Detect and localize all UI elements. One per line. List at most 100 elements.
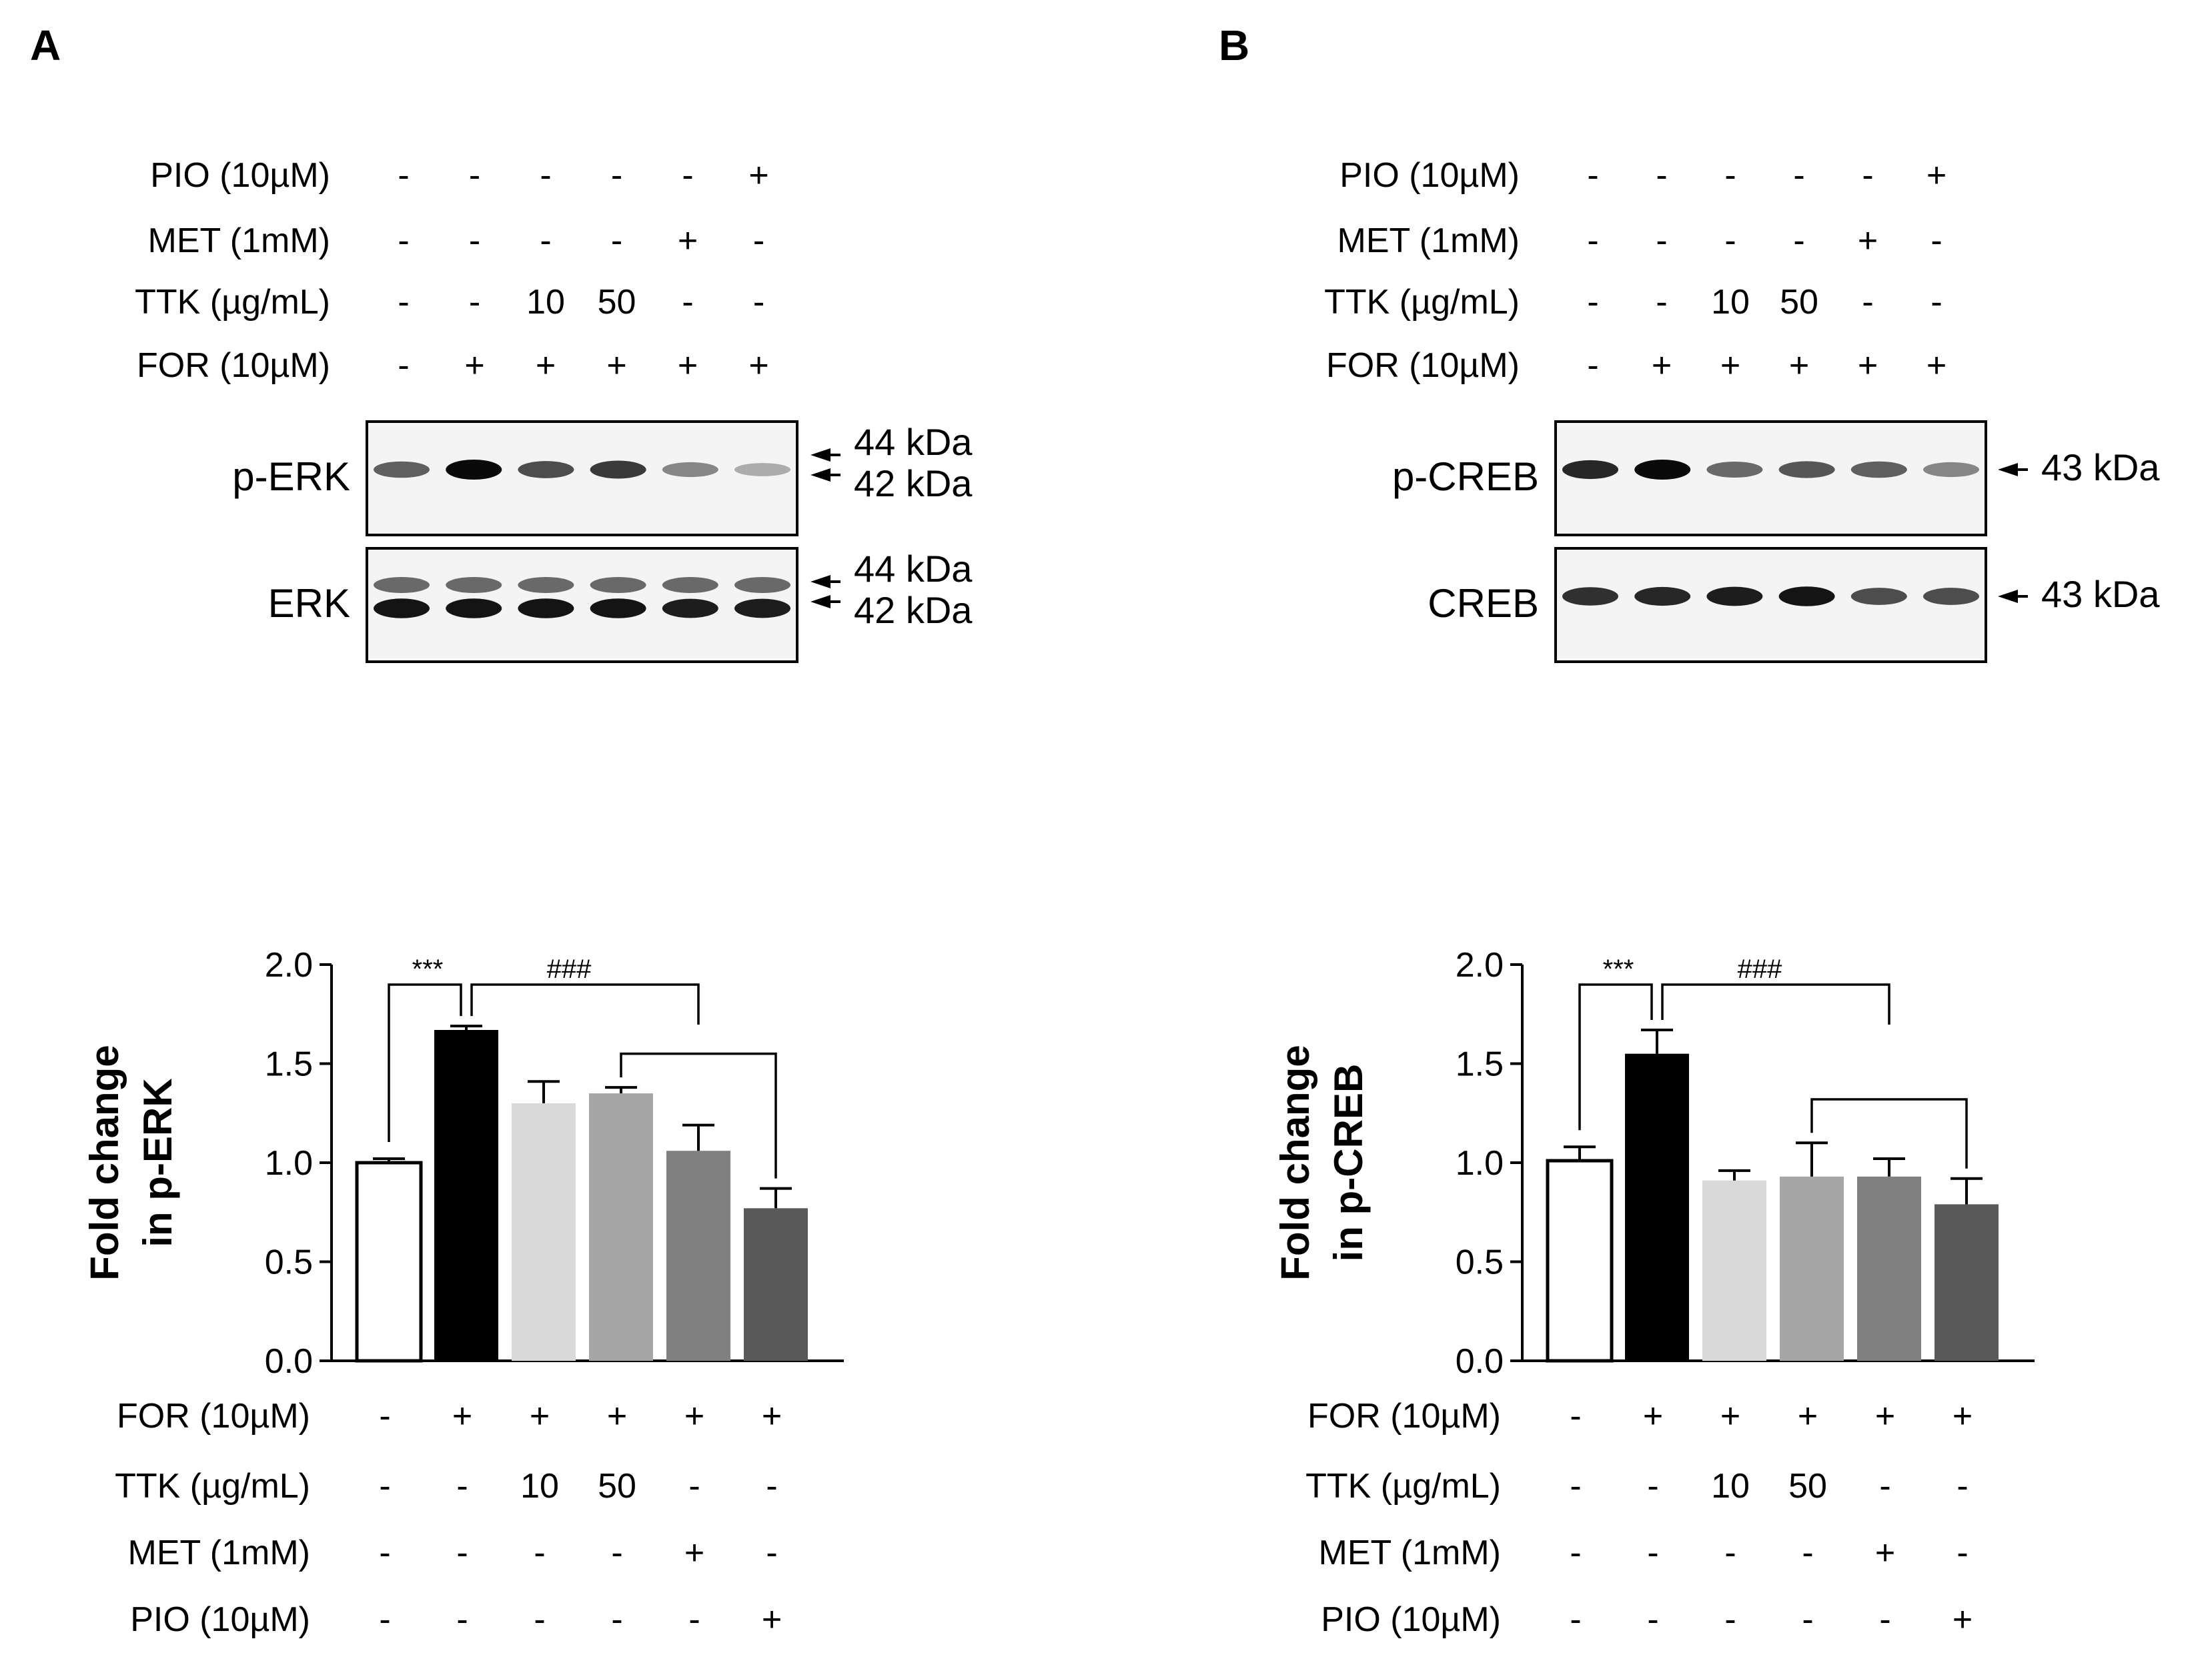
treatment-value: + <box>678 346 698 385</box>
treatment-value: 50 <box>1780 283 1818 322</box>
blot-label: CREB <box>1428 581 1539 626</box>
treatment-value: - <box>398 346 409 385</box>
bar <box>1857 1176 1921 1361</box>
treatment-value: - <box>611 1534 622 1572</box>
blot-creb: CREB 43 kDa <box>1428 547 2160 663</box>
treatment-value: - <box>1587 346 1598 385</box>
treatment-value: + <box>1926 156 1947 195</box>
treatment-value: + <box>452 1397 472 1436</box>
blot-band <box>446 460 502 480</box>
panel-b: B PIO (10µM) - - - - - + MET (1mM) - - - - + - TTK (µg/… <box>1219 21 2160 1639</box>
treatment-value: + <box>1953 1600 1973 1639</box>
blot-p-creb: p-CREB 43 kDa <box>1392 420 2160 536</box>
bar <box>1625 1053 1689 1361</box>
treatment-value: - <box>1930 221 1942 260</box>
blot-band <box>374 598 430 618</box>
blot-band <box>734 463 790 476</box>
panel-letter: B <box>1219 21 1249 69</box>
y-tick-label: 1.0 <box>265 1144 313 1183</box>
treatment-value: + <box>1858 221 1878 260</box>
treatment-label: FOR (10µM) <box>1326 346 1520 385</box>
treatment-value: 10 <box>1711 283 1750 322</box>
treatment-value: - <box>1587 156 1598 195</box>
treatment-label: MET (1mM) <box>1319 1534 1501 1572</box>
panel-letter: A <box>30 21 61 69</box>
blot-band <box>662 462 718 478</box>
treatment-value: + <box>1652 346 1672 385</box>
treatment-value: - <box>456 1600 468 1639</box>
bar <box>512 1103 576 1361</box>
bar <box>434 1030 498 1361</box>
blot-band <box>1706 462 1763 478</box>
blot-band <box>590 460 646 479</box>
treatment-value: + <box>1643 1397 1663 1436</box>
y-axis-label: Fold change <box>82 1045 127 1280</box>
marker-arrow-icon <box>1998 590 2018 603</box>
treatment-value: - <box>1647 1534 1658 1572</box>
blot-band <box>1634 460 1691 480</box>
treatment-value: + <box>748 156 768 195</box>
treatment-value: - <box>1656 283 1667 322</box>
treatment-value: - <box>682 283 693 322</box>
blot-band <box>662 577 718 593</box>
treatment-value: - <box>456 1534 468 1572</box>
treatment-value: - <box>398 221 409 260</box>
treatment-label: TTK (µg/mL) <box>1305 1467 1501 1506</box>
treatment-value: + <box>684 1534 704 1572</box>
y-tick-label: 1.5 <box>265 1045 313 1084</box>
treatment-value: 10 <box>520 1467 559 1506</box>
marker-label: 42 kDa <box>854 589 973 631</box>
treatment-value: - <box>398 156 409 195</box>
treatment-label: MET (1mM) <box>148 221 330 260</box>
treatment-value: - <box>611 1600 622 1639</box>
treatment-value: - <box>469 156 480 195</box>
blot-label: p-CREB <box>1392 454 1539 499</box>
treatment-value: + <box>1953 1397 1973 1436</box>
treatment-value: + <box>1798 1397 1818 1436</box>
blot-band <box>1706 586 1763 606</box>
treatment-value: + <box>762 1397 782 1436</box>
treatment-value: + <box>536 346 556 385</box>
blot-band <box>1923 462 1979 478</box>
treatment-value: - <box>682 156 693 195</box>
marker-arrow-icon <box>1998 463 2018 476</box>
bar <box>355 1161 423 1363</box>
treatment-value: + <box>1875 1534 1895 1572</box>
marker-label: 44 kDa <box>854 548 973 590</box>
blot-band <box>374 577 430 593</box>
bar-chart-b: 0.0 0.5 1.0 1.5 2.0 Fold change in p-CREB *** ##… <box>1273 946 2035 1381</box>
treatment-value: 50 <box>598 1467 636 1506</box>
y-tick-label: 1.5 <box>1456 1045 1504 1084</box>
treatment-value: + <box>748 346 768 385</box>
marker-label: 43 kDa <box>2041 573 2160 615</box>
treatment-value: + <box>464 346 484 385</box>
y-tick-label: 2.0 <box>265 946 313 985</box>
treatment-value: 50 <box>598 283 636 322</box>
blot-band <box>446 577 502 593</box>
blot-band <box>1850 588 1907 605</box>
treatment-value: - <box>1862 156 1873 195</box>
blot-band <box>1562 587 1618 606</box>
blot-frame <box>366 547 798 663</box>
bar <box>744 1208 808 1361</box>
treatment-value: - <box>1570 1397 1581 1436</box>
blot-band <box>734 577 790 593</box>
treatment-value: - <box>611 156 622 195</box>
treatment-label: MET (1mM) <box>128 1534 310 1572</box>
bar <box>589 1093 653 1361</box>
treatment-value: - <box>1862 283 1873 322</box>
significance-bracket <box>470 983 700 1025</box>
treatment-value: - <box>1570 1467 1581 1506</box>
treatment-value: - <box>1930 283 1942 322</box>
bar <box>666 1151 730 1361</box>
marker-arrow-icon <box>810 468 831 482</box>
treatment-value: - <box>1656 221 1667 260</box>
y-tick-label: 0.0 <box>1456 1342 1504 1381</box>
significance-label: *** <box>412 955 444 984</box>
treatment-value: - <box>534 1534 545 1572</box>
treatment-value: - <box>1957 1534 1968 1572</box>
blot-band <box>1562 460 1618 480</box>
marker-arrow-icon <box>810 595 831 608</box>
treatment-label: TTK (µg/mL) <box>135 283 330 322</box>
treatment-value: - <box>1647 1467 1658 1506</box>
